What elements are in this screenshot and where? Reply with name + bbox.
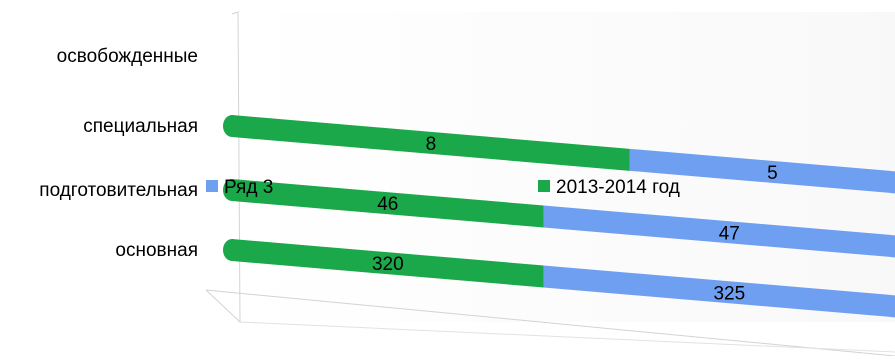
axis-wall (205, 11, 241, 324)
legend: Ряд 3 2013-2014 год (206, 177, 680, 198)
bar-series-2 (543, 265, 895, 318)
category-label: освобожденные (57, 46, 198, 67)
category-label: основная (115, 240, 198, 261)
bar-series-1 (232, 179, 544, 228)
bar-cap (223, 115, 241, 137)
data-label: 325 (713, 283, 745, 304)
axis-floor (205, 289, 895, 357)
data-label: 47 (719, 223, 740, 244)
data-label: 46 (377, 194, 398, 215)
bar-series-1 (232, 115, 630, 171)
category-label: подготовительная (39, 180, 198, 201)
data-label: 5 (767, 163, 778, 184)
bar-series-2 (629, 148, 895, 194)
bar-series-1 (232, 239, 544, 288)
legend-label: Ряд 3 (224, 177, 273, 198)
bar-cap (223, 179, 241, 201)
legend-label: 2013-2014 год (556, 177, 680, 198)
axis-floor-back (239, 321, 895, 353)
bar-cap (223, 239, 241, 261)
category-label: специальная (83, 116, 198, 137)
bar-series-2 (543, 205, 895, 258)
data-label: 8 (426, 134, 437, 155)
legend-swatch (538, 180, 550, 192)
data-label: 320 (372, 254, 404, 275)
legend-swatch (206, 180, 218, 192)
